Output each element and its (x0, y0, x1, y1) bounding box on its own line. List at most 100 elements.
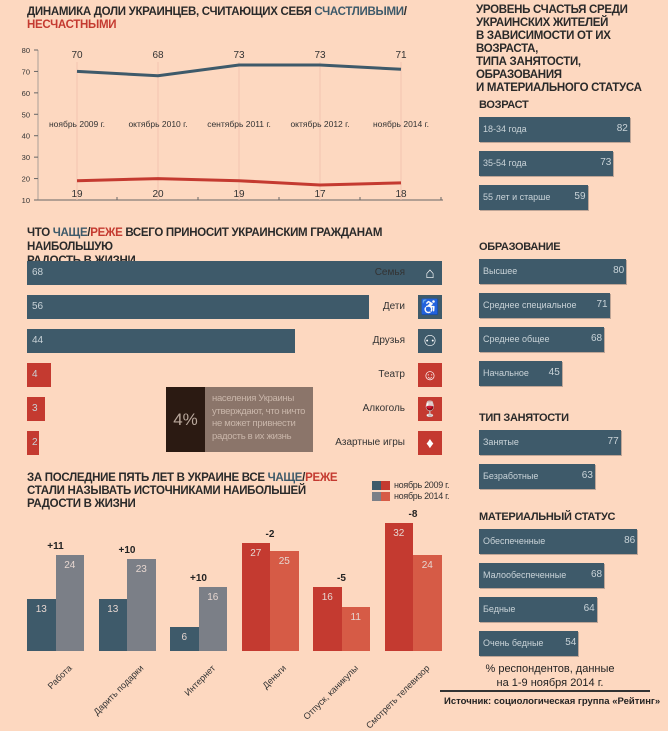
y-tick-label: 60 (22, 89, 30, 98)
trend-bar: 24 (55, 555, 84, 651)
source: Источник: социологическая группа «Рейтин… (444, 696, 661, 707)
x-category-label: октябрь 2010 г. (128, 119, 187, 129)
bar-value: 3 (32, 403, 38, 414)
trend-bar: 13 (98, 599, 127, 651)
joy-bar: 56 (27, 295, 369, 319)
bar-value: 82 (616, 123, 628, 134)
bar-value: 68 (32, 267, 44, 278)
bar-value: 64 (583, 603, 595, 614)
bar-value: 25 (278, 556, 290, 567)
legend-2009: ноябрь 2009 г. (394, 480, 450, 490)
joy-bar: 3 (27, 397, 46, 421)
group-bar: Бедные 64 (479, 597, 597, 622)
y-tick-label: 70 (22, 67, 30, 76)
bar-value: 32 (393, 528, 405, 539)
x-category-label: ноябрь 2014 г. (373, 119, 429, 129)
bar-label: Высшее (483, 266, 518, 276)
bar-value: 11 (350, 612, 361, 623)
delta-label: -2 (265, 529, 275, 540)
y-tick-label: 40 (22, 132, 30, 141)
joy-bar: 44 (27, 329, 296, 353)
group-bar: 18-34 года 82 (479, 117, 630, 142)
bar-label: Азартные игры (335, 437, 405, 448)
bar-value: 45 (548, 367, 560, 378)
data-label: 73 (314, 50, 326, 61)
bar-label: Бедные (483, 604, 516, 614)
joy-bar: 68 (27, 261, 442, 285)
house-icon: ⌂ (418, 261, 442, 285)
bar-label: Начальное (483, 368, 529, 378)
trend-bar: 24 (413, 555, 442, 651)
bar-value: 16 (321, 592, 333, 603)
data-label: 19 (233, 189, 245, 200)
legend-2014: ноябрь 2014 г. (394, 491, 450, 501)
data-label: 19 (71, 189, 83, 200)
bar-value: 13 (35, 604, 47, 615)
bar-value: 68 (590, 569, 603, 580)
line-chart: 10 20 30 40 50 60 70 80 ноябрь 2009 г. октябрь 20… (22, 46, 443, 205)
group-bar: Среднее общее 68 (479, 327, 605, 352)
bar-value: 86 (624, 535, 636, 546)
legend: ноябрь 2009 г. ноябрь 2014 г. (372, 480, 450, 501)
trend-chart-title: ЗА ПОСЛЕДНИЕ ПЯТЬ ЛЕТ В УКРАИНЕ ВСЕ ЧАЩЕ… (27, 472, 338, 510)
group-title: ТИП ЗАНЯТОСТИ (479, 412, 569, 424)
callout-box: 4% населения Украины утверждают, что ничт… (166, 387, 313, 452)
group-bar: 35-54 года 73 (479, 151, 614, 176)
delta-label: -5 (337, 573, 346, 584)
bar-value: 71 (596, 299, 608, 310)
group-bar: Высшее 80 (479, 259, 627, 284)
trend-bar: 6 (170, 627, 199, 651)
bar-value: 27 (250, 548, 262, 559)
y-tick-label: 50 (22, 110, 30, 119)
group-bar: Начальное 45 (479, 361, 562, 386)
bar-value: 59 (574, 191, 586, 202)
data-label: 71 (395, 50, 407, 61)
footnote: % респондентов, данные на 1-9 ноября 2014… (485, 663, 615, 689)
series-line-happy (76, 63, 402, 78)
category-label: Интернет (182, 663, 218, 698)
category-label: Дарить подарки (91, 663, 146, 717)
bar-value: 23 (135, 564, 147, 575)
group-title: ОБРАЗОВАНИЕ (479, 241, 561, 253)
bar-label: Семья (374, 267, 405, 278)
callout-text: населения Украины утверждают, что ничто не… (212, 393, 306, 442)
bar-value: 68 (590, 333, 603, 344)
divider (440, 690, 650, 692)
bar-value: 2 (32, 437, 38, 448)
bar-label: Очень бедные (483, 638, 544, 648)
group-bar: 55 лет и старше 59 (479, 185, 588, 210)
group-bar: Безработные 63 (479, 464, 595, 489)
bar-value: 24 (64, 560, 76, 571)
trend-bar: 23 (127, 559, 156, 651)
bar-value: 4 (32, 369, 38, 380)
bar-value: 16 (207, 592, 219, 603)
data-label: 68 (152, 50, 164, 61)
bar-value: 56 (32, 301, 44, 312)
bar-label: Обеспеченные (483, 536, 546, 546)
group-bar: Очень бедные 54 (479, 631, 579, 656)
bar-value: 6 (181, 632, 188, 643)
bar-value: 54 (565, 637, 577, 648)
group-bar: Занятые 77 (479, 430, 621, 455)
bar-value: 73 (600, 157, 612, 168)
group-bar: Среднее специальное 71 (479, 293, 610, 318)
joy-bar: 2 (27, 431, 40, 455)
bar-label: Среднее общее (483, 334, 550, 344)
bar-value: 44 (32, 335, 44, 346)
bar-label: Друзья (372, 335, 405, 346)
joy-bar: 4 (27, 363, 52, 387)
x-category-label: октябрь 2012 г. (290, 119, 349, 129)
bottle-glass-icon: 🍷 (418, 397, 442, 421)
delta-label: +10 (190, 573, 207, 584)
stroller-icon: ♿ (418, 295, 442, 319)
group-title: МАТЕРИАЛЬНЫЙ СТАТУС (479, 511, 616, 523)
bar-value: 77 (607, 436, 619, 447)
bar-value: 63 (581, 470, 593, 481)
data-label: 70 (71, 50, 83, 61)
group-title: ВОЗРАСТ (479, 99, 529, 111)
bar-label: Среднее специальное (483, 300, 577, 310)
delta-label: +10 (118, 545, 136, 556)
category-label: Отпуск, каникулы (301, 663, 361, 722)
y-tick-label: 30 (22, 153, 30, 162)
trend-bar: 16 (198, 587, 227, 651)
